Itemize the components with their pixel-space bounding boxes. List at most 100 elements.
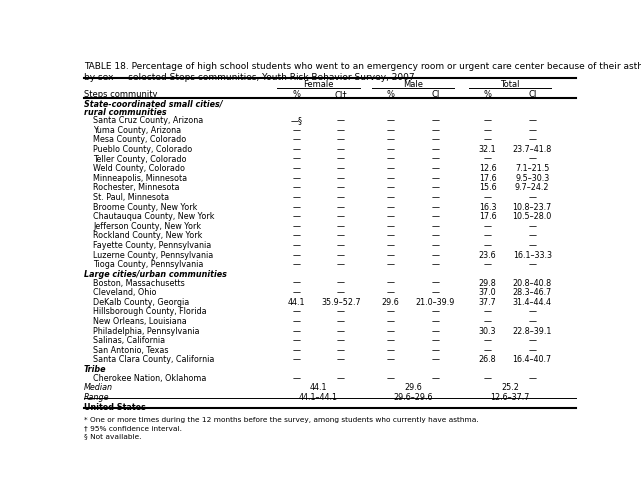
Text: Mesa County, Colorado: Mesa County, Colorado xyxy=(93,135,187,144)
Text: —: — xyxy=(387,251,395,260)
Text: —: — xyxy=(431,174,439,183)
Text: —: — xyxy=(387,222,395,231)
Text: —: — xyxy=(337,278,345,288)
Text: 16.1–33.3: 16.1–33.3 xyxy=(513,251,552,260)
Text: —: — xyxy=(528,193,536,202)
Text: —: — xyxy=(387,317,395,326)
Text: St. Paul, Minnesota: St. Paul, Minnesota xyxy=(93,193,169,202)
Text: —: — xyxy=(337,126,345,135)
Text: 44.1: 44.1 xyxy=(310,384,328,392)
Text: —: — xyxy=(337,222,345,231)
Text: —: — xyxy=(337,203,345,212)
Text: —: — xyxy=(483,231,492,240)
Text: 29.6: 29.6 xyxy=(382,298,399,307)
Text: —: — xyxy=(387,135,395,144)
Text: —: — xyxy=(292,307,300,316)
Text: Yuma County, Arizona: Yuma County, Arizona xyxy=(93,126,181,135)
Text: 31.4–44.4: 31.4–44.4 xyxy=(513,298,552,307)
Text: —: — xyxy=(337,317,345,326)
Text: —: — xyxy=(528,336,536,345)
Text: —: — xyxy=(337,288,345,297)
Text: —: — xyxy=(483,260,492,269)
Text: —: — xyxy=(431,164,439,173)
Text: —: — xyxy=(431,278,439,288)
Text: 29.6: 29.6 xyxy=(404,384,422,392)
Text: Hillsborough County, Florida: Hillsborough County, Florida xyxy=(93,307,206,316)
Text: * One or more times during the 12 months before the survey, among students who c: * One or more times during the 12 months… xyxy=(84,418,479,423)
Text: —: — xyxy=(292,356,300,364)
Text: —: — xyxy=(387,374,395,383)
Text: —: — xyxy=(387,164,395,173)
Text: 9.5–30.3: 9.5–30.3 xyxy=(515,174,549,183)
Text: —: — xyxy=(431,374,439,383)
Text: —: — xyxy=(337,193,345,202)
Text: —: — xyxy=(528,317,536,326)
Text: —: — xyxy=(387,126,395,135)
Text: —: — xyxy=(387,288,395,297)
Text: —: — xyxy=(431,251,439,260)
Text: 9.7–24.2: 9.7–24.2 xyxy=(515,183,549,192)
Text: —: — xyxy=(292,288,300,297)
Text: —: — xyxy=(483,222,492,231)
Text: —: — xyxy=(431,135,439,144)
Text: 28.3–46.7: 28.3–46.7 xyxy=(513,288,552,297)
Text: State-coordinated small cities/: State-coordinated small cities/ xyxy=(84,99,222,108)
Text: Santa Clara County, California: Santa Clara County, California xyxy=(93,356,215,364)
Text: Broome County, New York: Broome County, New York xyxy=(93,203,197,212)
Text: 29.8: 29.8 xyxy=(479,278,496,288)
Text: —: — xyxy=(292,174,300,183)
Text: —: — xyxy=(292,326,300,336)
Text: 23.6: 23.6 xyxy=(479,251,496,260)
Text: —: — xyxy=(431,346,439,355)
Text: —: — xyxy=(292,336,300,345)
Text: —: — xyxy=(337,403,345,412)
Text: —: — xyxy=(528,116,536,125)
Text: —: — xyxy=(292,260,300,269)
Text: Jefferson County, New York: Jefferson County, New York xyxy=(93,222,201,231)
Text: —: — xyxy=(292,278,300,288)
Text: —: — xyxy=(292,222,300,231)
Text: United States: United States xyxy=(84,403,146,412)
Text: 44.1–44.1: 44.1–44.1 xyxy=(299,393,338,402)
Text: 23.7–41.8: 23.7–41.8 xyxy=(513,145,552,154)
Text: —: — xyxy=(337,116,345,125)
Text: Rochester, Minnesota: Rochester, Minnesota xyxy=(93,183,179,192)
Text: Salinas, California: Salinas, California xyxy=(93,336,165,345)
Text: —: — xyxy=(337,336,345,345)
Text: —: — xyxy=(292,164,300,173)
Text: —: — xyxy=(292,135,300,144)
Text: 37.7: 37.7 xyxy=(479,298,496,307)
Text: —: — xyxy=(431,126,439,135)
Text: —: — xyxy=(387,241,395,250)
Text: Boston, Massachusetts: Boston, Massachusetts xyxy=(93,278,185,288)
Text: 10.5–28.0: 10.5–28.0 xyxy=(513,212,552,221)
Text: —: — xyxy=(337,326,345,336)
Text: —: — xyxy=(483,241,492,250)
Text: —: — xyxy=(292,317,300,326)
Text: DeKalb County, Georgia: DeKalb County, Georgia xyxy=(93,298,189,307)
Text: 20.8–40.8: 20.8–40.8 xyxy=(513,278,552,288)
Text: —: — xyxy=(292,193,300,202)
Text: —: — xyxy=(292,374,300,383)
Text: —: — xyxy=(528,155,536,164)
Text: 22.8–39.1: 22.8–39.1 xyxy=(513,326,552,336)
Text: Cherokee Nation, Oklahoma: Cherokee Nation, Oklahoma xyxy=(93,374,206,383)
Text: —: — xyxy=(431,155,439,164)
Text: CI†: CI† xyxy=(335,90,347,99)
Text: Male: Male xyxy=(403,80,423,89)
Text: 12.6–37.7: 12.6–37.7 xyxy=(490,393,529,402)
Text: —: — xyxy=(387,346,395,355)
Text: —: — xyxy=(528,231,536,240)
Text: —: — xyxy=(337,155,345,164)
Text: —: — xyxy=(387,174,395,183)
Text: —: — xyxy=(387,307,395,316)
Text: —: — xyxy=(431,356,439,364)
Text: —: — xyxy=(431,116,439,125)
Text: rural communities: rural communities xyxy=(84,108,167,117)
Text: —: — xyxy=(387,155,395,164)
Text: —: — xyxy=(431,326,439,336)
Text: Tioga County, Pennsylvania: Tioga County, Pennsylvania xyxy=(93,260,203,269)
Text: —: — xyxy=(387,326,395,336)
Text: —: — xyxy=(431,403,439,412)
Text: Steps community: Steps community xyxy=(84,90,158,99)
